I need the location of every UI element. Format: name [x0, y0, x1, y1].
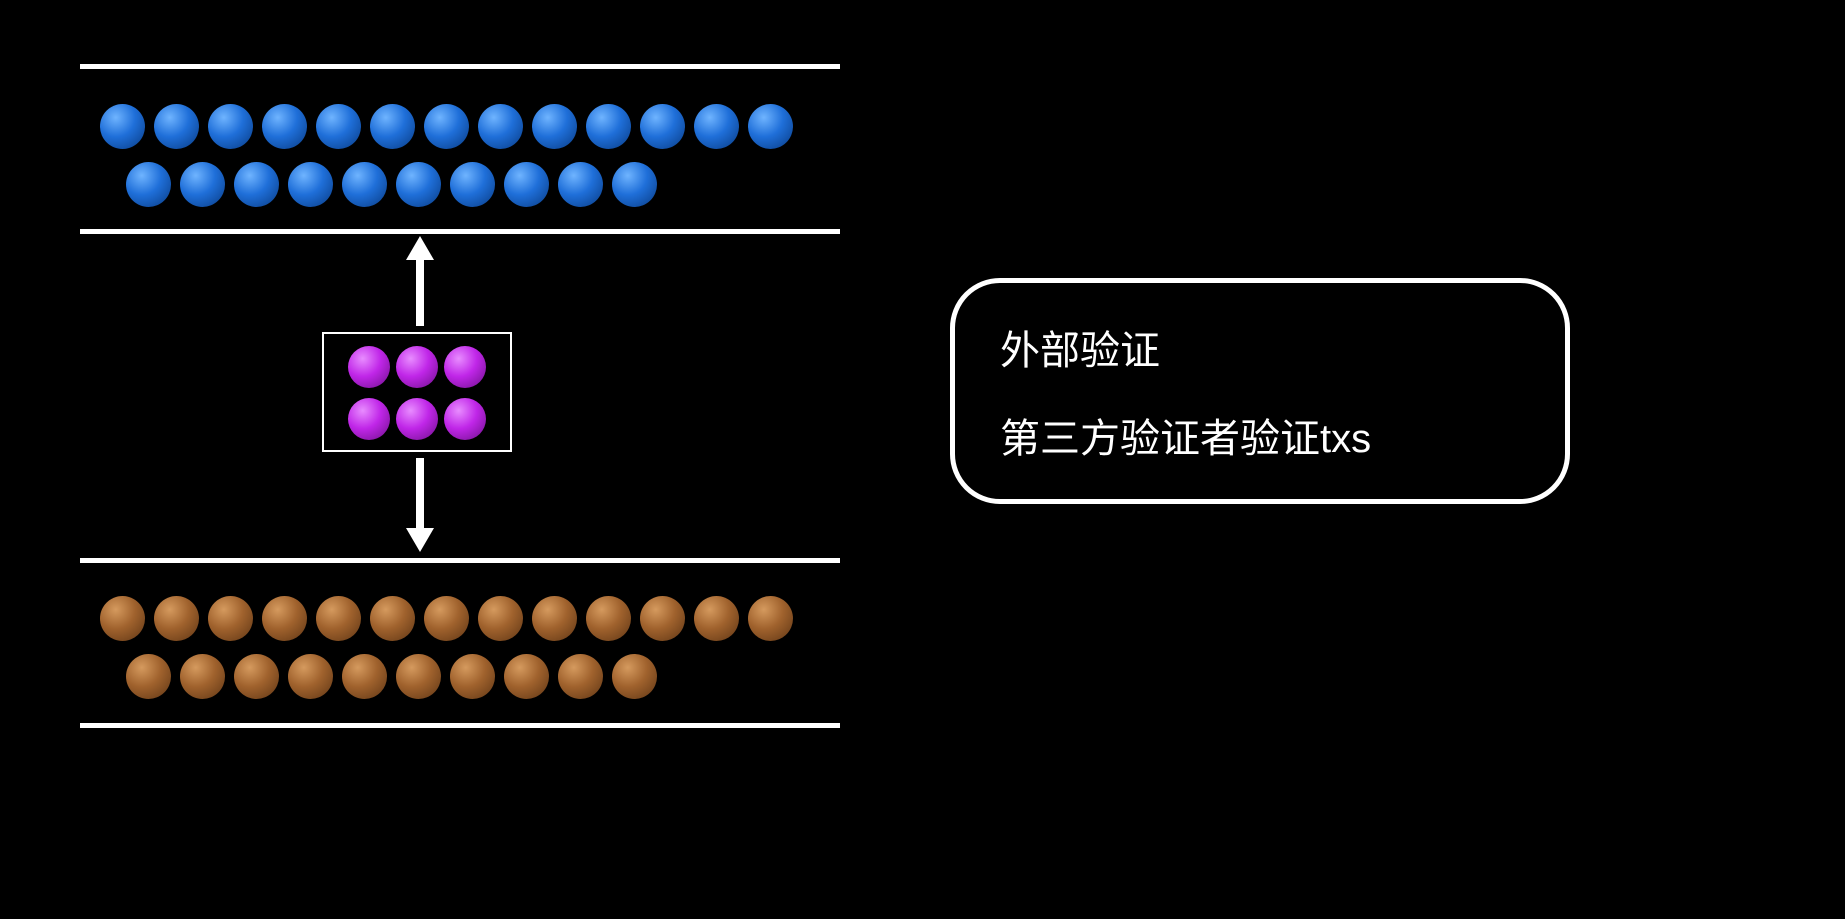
- bottom-lane-ball: [612, 654, 657, 699]
- top-lane-ball: [100, 104, 145, 149]
- validator-ball: [348, 346, 390, 388]
- validator-ball: [396, 346, 438, 388]
- top-lane-ball: [342, 162, 387, 207]
- bottom-lane-ball: [424, 596, 469, 641]
- validator-row-1: [348, 398, 486, 440]
- validator-row-0: [348, 346, 486, 388]
- bottom-lane-ball: [640, 596, 685, 641]
- top-lane-ball: [748, 104, 793, 149]
- bottom-lane-ball: [234, 654, 279, 699]
- bottom-lane: [80, 558, 840, 728]
- bottom-lane-ball: [370, 596, 415, 641]
- callout-line2: 第三方验证者验证txs: [1000, 406, 1505, 464]
- bottom-lane-ball: [342, 654, 387, 699]
- bottom-lane-ball: [478, 596, 523, 641]
- bottom-lane-ball: [532, 596, 577, 641]
- bottom-lane-ball: [586, 596, 631, 641]
- callout-box: 外部验证 第三方验证者验证txs: [950, 278, 1570, 504]
- bottom-lane-ball: [504, 654, 549, 699]
- top-lane-row-0: [100, 104, 793, 149]
- bottom-lane-ball: [208, 596, 253, 641]
- top-lane-ball: [532, 104, 577, 149]
- bottom-lane-row-1: [126, 654, 657, 699]
- top-lane-ball: [694, 104, 739, 149]
- top-lane-ball: [154, 104, 199, 149]
- validator-ball: [444, 346, 486, 388]
- arrow-down-head-icon: [406, 528, 434, 552]
- top-lane-ball: [586, 104, 631, 149]
- top-lane-ball: [316, 104, 361, 149]
- top-lane-ball: [234, 162, 279, 207]
- bottom-lane-ball: [396, 654, 441, 699]
- bottom-lane-ball: [450, 654, 495, 699]
- bottom-lane-row-0: [100, 596, 793, 641]
- validator-ball: [396, 398, 438, 440]
- top-lane: [80, 64, 840, 234]
- bottom-lane-ball: [558, 654, 603, 699]
- bottom-lane-ball: [288, 654, 333, 699]
- validator-ball: [444, 398, 486, 440]
- top-lane-ball: [208, 104, 253, 149]
- bottom-lane-ball: [154, 596, 199, 641]
- top-lane-ball: [640, 104, 685, 149]
- validator-ball: [348, 398, 390, 440]
- top-lane-ball: [612, 162, 657, 207]
- bottom-lane-ball: [316, 596, 361, 641]
- top-lane-ball: [126, 162, 171, 207]
- top-lane-ball: [288, 162, 333, 207]
- top-lane-ball: [370, 104, 415, 149]
- top-lane-ball: [504, 162, 549, 207]
- bottom-lane-ball: [748, 596, 793, 641]
- top-lane-ball: [262, 104, 307, 149]
- bottom-lane-ball: [100, 596, 145, 641]
- bottom-lane-ball: [180, 654, 225, 699]
- top-lane-ball: [450, 162, 495, 207]
- arrow-up-shaft: [416, 258, 424, 326]
- arrow-down-shaft: [416, 458, 424, 530]
- top-lane-ball: [424, 104, 469, 149]
- bottom-lane-ball: [694, 596, 739, 641]
- top-lane-row-1: [126, 162, 657, 207]
- top-lane-ball: [396, 162, 441, 207]
- callout-line1: 外部验证: [1000, 318, 1505, 376]
- top-lane-ball: [180, 162, 225, 207]
- arrow-up-head-icon: [406, 236, 434, 260]
- bottom-lane-ball: [262, 596, 307, 641]
- top-lane-ball: [558, 162, 603, 207]
- diagram-stage: 外部验证 第三方验证者验证txs: [0, 0, 1845, 919]
- bottom-lane-ball: [126, 654, 171, 699]
- top-lane-ball: [478, 104, 523, 149]
